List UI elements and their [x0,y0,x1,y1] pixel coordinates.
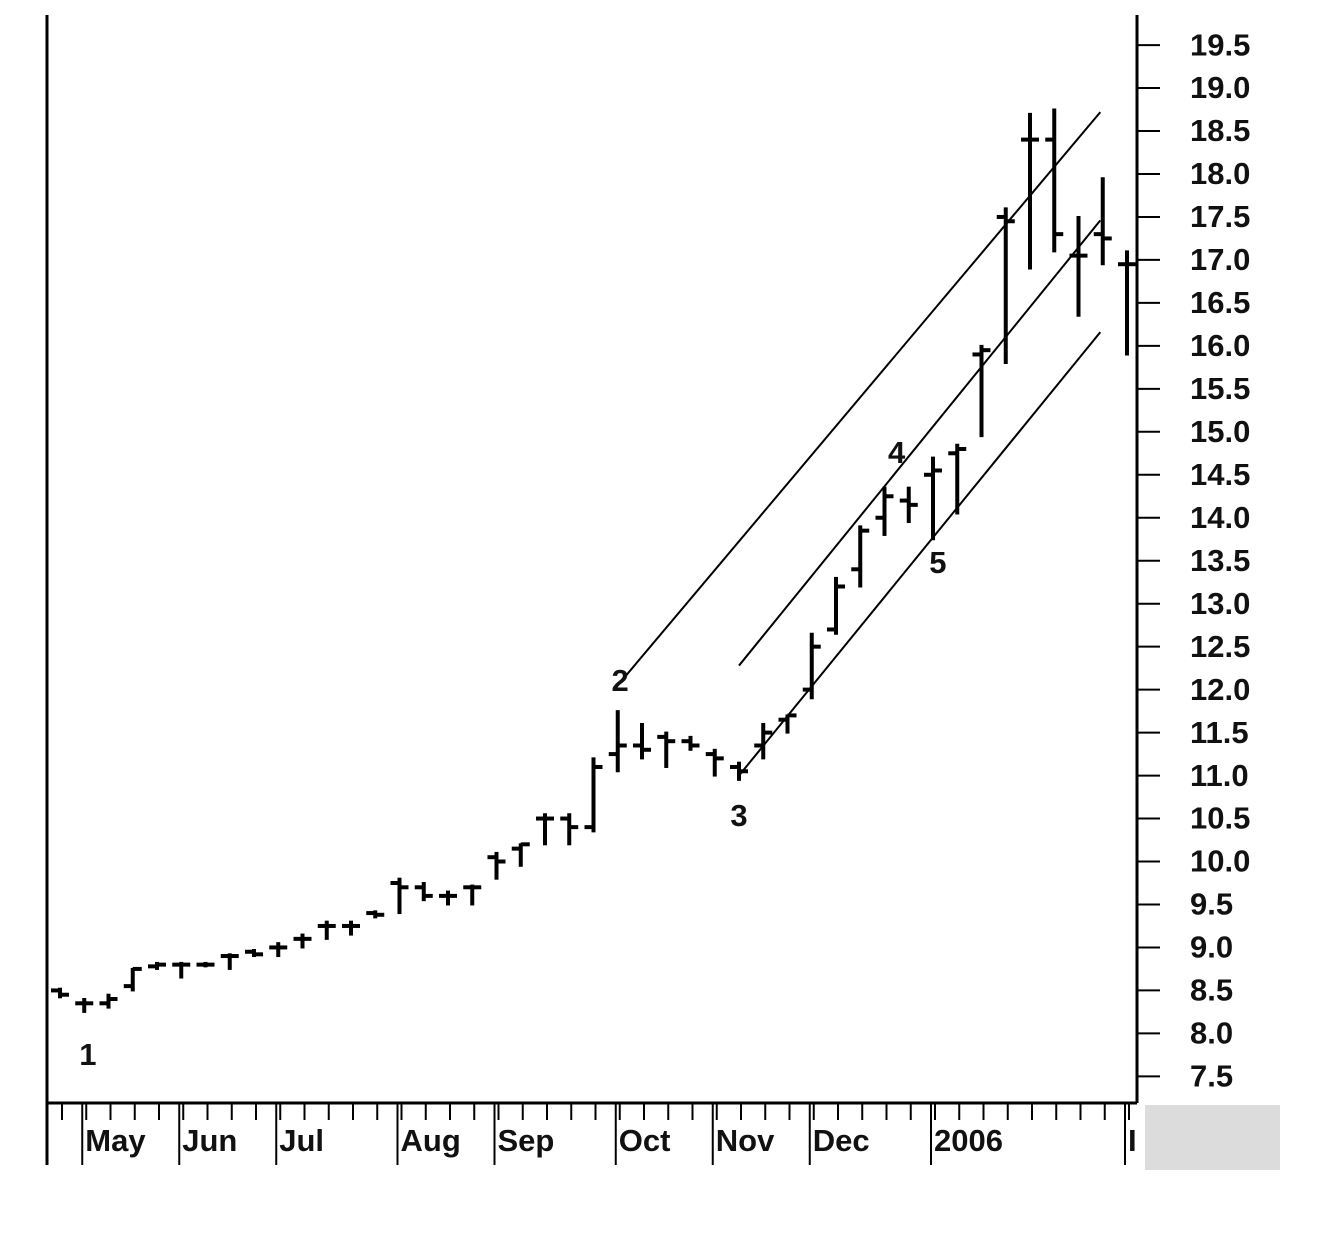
y-tick-label: 8.5 [1190,973,1233,1008]
y-tick-label: 18.5 [1190,113,1250,148]
y-tick-label: 19.5 [1190,27,1250,62]
y-tick-label: 15.0 [1190,414,1250,449]
y-tick-label: 11.5 [1190,715,1249,750]
x-tick-label: Sep [498,1123,555,1158]
x-tick-label: Aug [401,1123,461,1158]
trend-line [738,219,1102,667]
annotation: 3 [730,798,747,833]
y-tick-label: 10.5 [1190,801,1250,836]
y-tick-label: 9.5 [1190,887,1233,922]
y-tick-label: 17.5 [1190,199,1250,234]
y-tick-label: 16.0 [1190,328,1250,363]
y-tick-label: 15.5 [1190,371,1250,406]
x-tick-label: Nov [716,1123,775,1158]
y-tick-label: 14.5 [1190,457,1250,492]
y-tick-label: 12.0 [1190,672,1250,707]
y-tick-label: 9.0 [1190,930,1233,965]
y-tick-label: 11.0 [1190,758,1249,793]
y-tick-label: 14.0 [1190,500,1250,535]
y-tick-label: 16.5 [1190,285,1250,320]
y-tick-label: 18.0 [1190,156,1250,191]
x-tick-label: Jun [182,1123,237,1158]
corner-box [1145,1105,1280,1170]
y-tick-label: 10.0 [1190,844,1250,879]
y-tick-label: 13.5 [1190,543,1250,578]
x-tick-label: 2006 [934,1123,1003,1158]
trend-line [616,111,1102,686]
y-tick-label: 19.0 [1190,70,1250,105]
x-tick-label: Oct [619,1123,671,1158]
y-tick-label: 17.0 [1190,242,1250,277]
y-tick-label: 13.0 [1190,586,1250,621]
x-tick-label: Dec [813,1123,870,1158]
annotation: 2 [612,663,629,698]
y-tick-label: 12.5 [1190,629,1250,664]
x-tick-label: I [1128,1123,1137,1158]
annotation: 1 [79,1037,96,1072]
x-tick-label: Jul [279,1123,324,1158]
annotation: 5 [929,545,946,580]
y-tick-label: 8.0 [1190,1016,1233,1051]
x-tick-label: May [85,1123,146,1158]
y-tick-label: 7.5 [1190,1059,1233,1094]
trend-line [738,331,1102,777]
annotation: 4 [888,435,906,470]
